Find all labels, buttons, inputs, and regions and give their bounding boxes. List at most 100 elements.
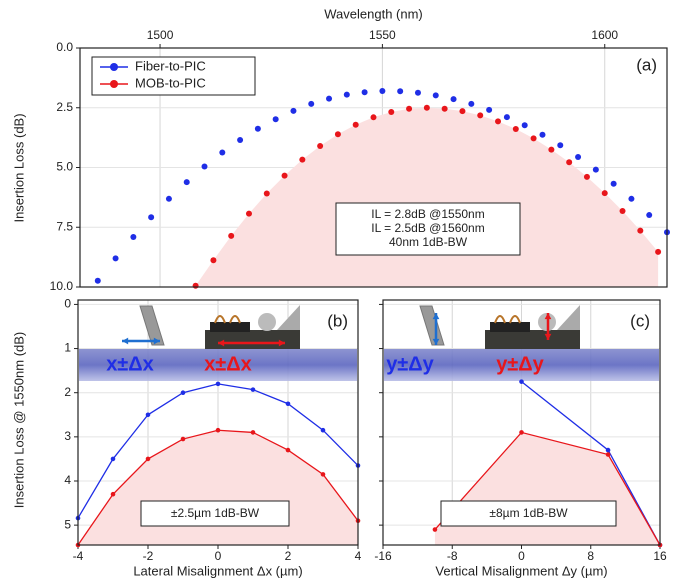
arrow-head	[432, 313, 440, 320]
annotation-text: ±8µm 1dB-BW	[489, 506, 568, 520]
inset-label: y±Δy	[386, 353, 434, 375]
data-point	[414, 89, 421, 96]
arrow-head	[432, 338, 440, 345]
inset	[384, 305, 659, 381]
waveguide-band	[384, 349, 659, 381]
annotation-text: 40nm 1dB-BW	[389, 235, 468, 249]
y-tick-label: 2.5	[56, 100, 73, 114]
y-tick-label: 5.0	[56, 160, 73, 174]
data-point	[320, 472, 326, 477]
data-point	[530, 135, 537, 142]
data-point	[503, 114, 510, 121]
wire	[494, 315, 521, 324]
data-point	[254, 125, 261, 132]
x-tick-label: -16	[374, 549, 392, 563]
arrow-head	[544, 313, 552, 320]
data-point	[548, 146, 555, 153]
data-point	[397, 88, 404, 95]
data-point	[432, 92, 439, 99]
x-tick-label: 8	[587, 549, 594, 563]
arrow-head	[544, 333, 552, 340]
chip	[485, 330, 580, 349]
data-point	[583, 173, 590, 180]
y-tick-label: 2	[64, 385, 71, 399]
data-point	[575, 153, 582, 160]
data-point	[180, 390, 186, 396]
data-point	[637, 227, 644, 234]
data-point	[110, 491, 116, 497]
data-point	[519, 379, 524, 384]
x-tick-label: 1600	[591, 28, 618, 42]
plot-frame	[79, 47, 668, 288]
data-point	[281, 172, 288, 179]
annotation-text: IL = 2.5dB @1560nm	[371, 221, 484, 235]
y-tick-label: 0	[64, 297, 71, 311]
legend-box	[91, 56, 256, 96]
data-point	[468, 100, 475, 107]
x-tick-label: 0	[215, 549, 222, 563]
data-point	[619, 207, 626, 214]
data-point	[646, 212, 653, 219]
data-point	[519, 430, 524, 435]
data-point	[441, 105, 448, 112]
area	[195, 107, 659, 287]
data-point	[459, 108, 466, 115]
y-tick-label: 4	[64, 473, 71, 487]
data-point	[592, 166, 599, 173]
x-tick-label: -2	[143, 549, 154, 563]
data-point	[557, 142, 564, 149]
data-point	[94, 277, 101, 284]
data-point	[263, 190, 270, 197]
data-point	[145, 456, 151, 462]
data-point	[361, 89, 368, 96]
data-point	[423, 104, 430, 111]
data-point	[110, 456, 116, 462]
x-tick-label: 0	[518, 549, 525, 563]
prism	[557, 305, 580, 330]
x-tick-label: 16	[653, 549, 667, 563]
chip	[205, 330, 300, 349]
mob	[210, 322, 250, 332]
data-point	[285, 401, 291, 407]
data-point	[165, 195, 172, 202]
data-point	[299, 156, 306, 163]
data-point	[512, 126, 519, 133]
data-point	[317, 142, 324, 149]
data-point	[145, 412, 151, 418]
panel-label: (b)	[327, 311, 348, 330]
data-point	[521, 122, 528, 129]
data-point	[130, 234, 137, 241]
data-point	[228, 232, 235, 239]
x-axis-label: Vertical Misalignment Δy (µm)	[435, 563, 607, 578]
data-point	[245, 210, 252, 217]
data-point	[250, 430, 256, 435]
annotation-box	[335, 202, 521, 256]
data-point	[112, 255, 119, 262]
data-point	[343, 91, 350, 98]
plot-frame	[382, 299, 661, 546]
data-point	[379, 88, 386, 95]
data-point	[566, 159, 573, 166]
y-axis-label: Insertion Loss (dB)	[11, 113, 26, 222]
panel-label: (a)	[636, 55, 657, 74]
y-axis-label: Insertion Loss @ 1550nm (dB)	[11, 332, 26, 509]
data-point	[272, 116, 279, 123]
y-tick-label: 10.0	[50, 279, 74, 293]
arrow-head	[278, 339, 285, 347]
y-tick-label: 7.5	[56, 219, 73, 233]
annotation-text: ±2.5µm 1dB-BW	[171, 506, 260, 520]
data-point	[215, 381, 221, 387]
x-tick-label: 1500	[147, 28, 174, 42]
y-tick-label: 1	[64, 341, 71, 355]
waveguide-band	[79, 349, 357, 381]
data-point	[308, 100, 315, 107]
data-point	[180, 436, 186, 442]
data-point	[432, 527, 438, 532]
data-point	[326, 95, 333, 102]
data-point	[285, 447, 291, 453]
data-point	[183, 179, 190, 186]
data-point	[605, 447, 611, 453]
series-line	[434, 431, 661, 546]
data-point	[215, 427, 221, 433]
